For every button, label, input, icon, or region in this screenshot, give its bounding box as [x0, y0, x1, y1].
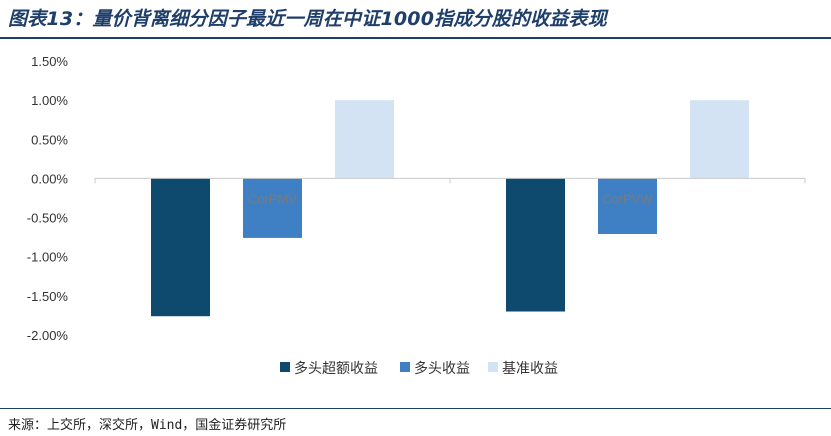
y-tick-label: 0.50%	[31, 132, 68, 147]
title-divider	[0, 37, 831, 39]
source-note: 来源：上交所，深交所，Wind，国金证券研究所	[8, 418, 287, 433]
y-tick-label: -1.50%	[27, 289, 69, 304]
category-label: CorPMV	[248, 191, 297, 206]
y-tick-label: -1.00%	[27, 250, 69, 265]
category-labels: CorPMV CorPVW	[248, 191, 654, 206]
legend-swatch	[488, 362, 498, 372]
y-tick-label: -2.00%	[27, 328, 69, 343]
bar-series	[151, 100, 749, 317]
legend-label: 基准收益	[502, 360, 558, 377]
bar	[335, 100, 394, 179]
legend-label: 多头收益	[414, 360, 470, 377]
bar	[690, 100, 749, 179]
bar	[243, 178, 302, 238]
y-tick-label: 1.00%	[31, 93, 68, 108]
footer-divider	[0, 408, 831, 409]
legend-swatch	[280, 362, 290, 372]
y-tick-label: 0.00%	[31, 171, 68, 186]
legend: 多头超额收益 多头收益 基准收益	[280, 360, 558, 377]
bar-chart: 1.50% 1.00% 0.50% 0.00% -0.50% -1.00% -1.50% -2…	[27, 54, 806, 377]
y-tick-label: -0.50%	[27, 211, 69, 226]
category-label: CorPVW	[602, 191, 653, 206]
legend-label: 多头超额收益	[294, 360, 378, 377]
title-bar: 图表13：量价背离细分因子最近一周在中证1000指成分股的收益表现	[0, 0, 831, 40]
bar	[151, 178, 210, 317]
bar	[598, 178, 657, 235]
legend-swatch	[400, 362, 410, 372]
x-axis	[94, 177, 806, 184]
y-tick-label: 1.50%	[31, 54, 68, 69]
y-axis-ticks: 1.50% 1.00% 0.50% 0.00% -0.50% -1.00% -1.50% -2…	[27, 54, 69, 343]
chart-title: 图表13：量价背离细分因子最近一周在中证1000指成分股的收益表现	[8, 8, 607, 30]
bar	[506, 178, 565, 312]
